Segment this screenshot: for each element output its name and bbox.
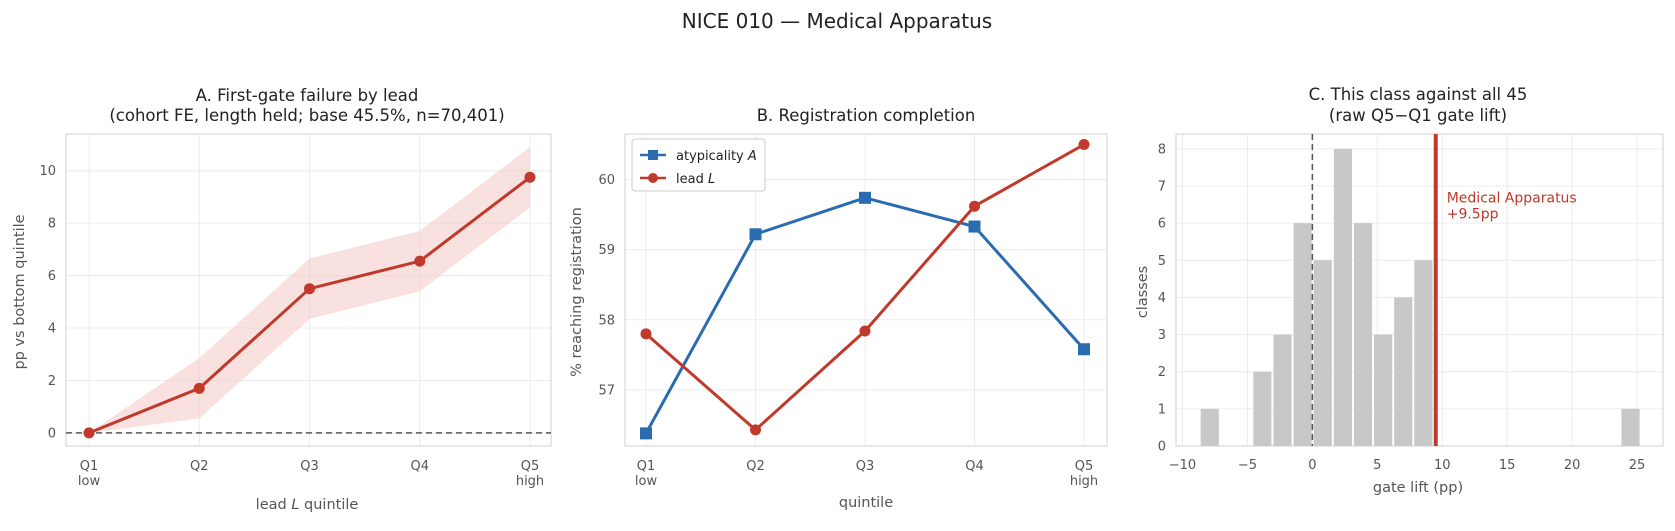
data-point: [859, 191, 871, 204]
y-tick-label: 8: [48, 217, 56, 232]
panel-c-subtitle: (raw Q5−Q1 gate lift): [1329, 106, 1507, 125]
histogram-bar: [1273, 334, 1292, 446]
x-tick-label: Q3: [300, 459, 319, 474]
legend-label-atypicality: atypicality A: [676, 149, 757, 164]
x-tick-label: Q3: [856, 459, 875, 474]
histogram-bar: [1333, 148, 1352, 446]
histogram-bar: [1293, 223, 1312, 446]
x-tick-label: Q2: [190, 459, 209, 474]
y-tick-label: 4: [48, 322, 56, 337]
x-tick-sublabel: high: [1070, 474, 1098, 489]
highlight-value-label: +9.5pp: [1447, 207, 1499, 223]
panel-c-plot: 0 1 2 3 4 5 6 7 8 −10 −5 0 5 10 15 20 25 Medical Apparatu…: [1158, 133, 1664, 473]
y-tick-label: 4: [1158, 291, 1166, 306]
x-tick-label: Q4: [410, 459, 429, 474]
panel-a-ylabel: pp vs bottom quintile: [12, 214, 28, 369]
panel-a-title: A. First-gate failure by lead: [196, 86, 419, 105]
x-tick-sublabel: low: [635, 474, 658, 489]
data-point: [83, 427, 95, 439]
x-tick-label: 15: [1499, 458, 1516, 473]
panel-b-frame: [624, 133, 1108, 447]
y-tick-label: 6: [1158, 217, 1166, 232]
y-tick-label: 8: [1158, 142, 1166, 157]
panel-b-title: B. Registration completion: [757, 106, 976, 125]
x-tick-label: Q5: [1075, 459, 1094, 474]
data-point: [640, 328, 652, 340]
panel-c-xlabel: gate lift (pp): [1373, 480, 1463, 496]
figure-title: NICE 010 — Medical Apparatus: [682, 9, 992, 33]
y-tick-label: 10: [39, 164, 56, 179]
data-point: [524, 171, 536, 183]
x-tick-label: 5: [1373, 458, 1381, 473]
x-tick-label: Q1: [80, 459, 99, 474]
x-tick-label: 10: [1434, 458, 1451, 473]
data-point: [304, 283, 315, 295]
panel-c-ylabel: classes: [1135, 266, 1151, 318]
histogram-bar: [1374, 334, 1393, 446]
highlight-label: Medical Apparatus: [1447, 191, 1577, 207]
y-tick-label: 7: [1158, 180, 1166, 195]
data-point: [859, 325, 871, 337]
y-tick-label: 0: [1158, 440, 1166, 455]
data-point: [1078, 343, 1090, 356]
histogram-bar: [1353, 223, 1373, 446]
histogram-bar: [1253, 371, 1272, 446]
panel-a-frame: [65, 133, 552, 447]
data-point: [414, 255, 426, 267]
data-point: [969, 200, 980, 212]
panel-a-xlabel: lead L quintile: [256, 497, 359, 513]
y-tick-label: 2: [1158, 365, 1166, 380]
panel-c: C. This class against all 45 (raw Q5−Q1 …: [1135, 85, 1527, 496]
x-tick-label: 25: [1629, 458, 1646, 473]
data-point: [750, 424, 761, 436]
x-tick-label: Q1: [637, 459, 656, 474]
x-tick-label: Q4: [965, 459, 984, 474]
y-tick-label: 58: [598, 313, 615, 328]
x-tick-sublabel: low: [78, 474, 101, 489]
x-tick-sublabel: high: [516, 474, 544, 489]
panel-b: B. Registration completion quintile % re…: [569, 106, 975, 511]
histogram-bar: [1200, 408, 1219, 446]
y-tick-label: 2: [48, 374, 56, 389]
panel-b-legend: atypicality A lead L: [631, 138, 766, 192]
data-point: [749, 228, 762, 241]
legend-label-lead: lead L: [676, 172, 715, 187]
data-point: [968, 220, 981, 233]
histogram-bar: [1394, 297, 1413, 446]
histogram-bar: [1414, 260, 1433, 446]
x-tick-label: −10: [1169, 458, 1196, 473]
y-tick-label: 5: [1158, 254, 1166, 269]
panel-a-subtitle: (cohort FE, length held; base 45.5%, n=7…: [109, 106, 504, 125]
x-tick-label: −5: [1238, 458, 1257, 473]
data-point: [1078, 139, 1090, 151]
x-tick-label: Q2: [746, 459, 765, 474]
data-point: [640, 427, 652, 440]
histogram-bar: [1313, 260, 1332, 446]
y-tick-label: 57: [598, 383, 615, 398]
x-tick-label: Q5: [521, 459, 540, 474]
y-tick-label: 59: [598, 243, 615, 258]
panel-a: A. First-gate failure by lead (cohort FE…: [12, 86, 505, 513]
y-tick-label: 3: [1158, 328, 1166, 343]
panel-c-title: C. This class against all 45: [1309, 85, 1528, 104]
x-tick-label: 20: [1564, 458, 1581, 473]
panel-b-ylabel: % reaching registration: [569, 207, 585, 377]
y-tick-label: 6: [48, 269, 56, 284]
panel-b-xlabel: quintile: [839, 495, 893, 511]
data-point: [193, 382, 205, 394]
y-tick-label: 60: [598, 173, 615, 188]
y-tick-label: 0: [48, 426, 56, 441]
y-tick-label: 1: [1158, 402, 1166, 417]
histogram-bar: [1621, 408, 1640, 446]
x-tick-label: 0: [1308, 458, 1316, 473]
